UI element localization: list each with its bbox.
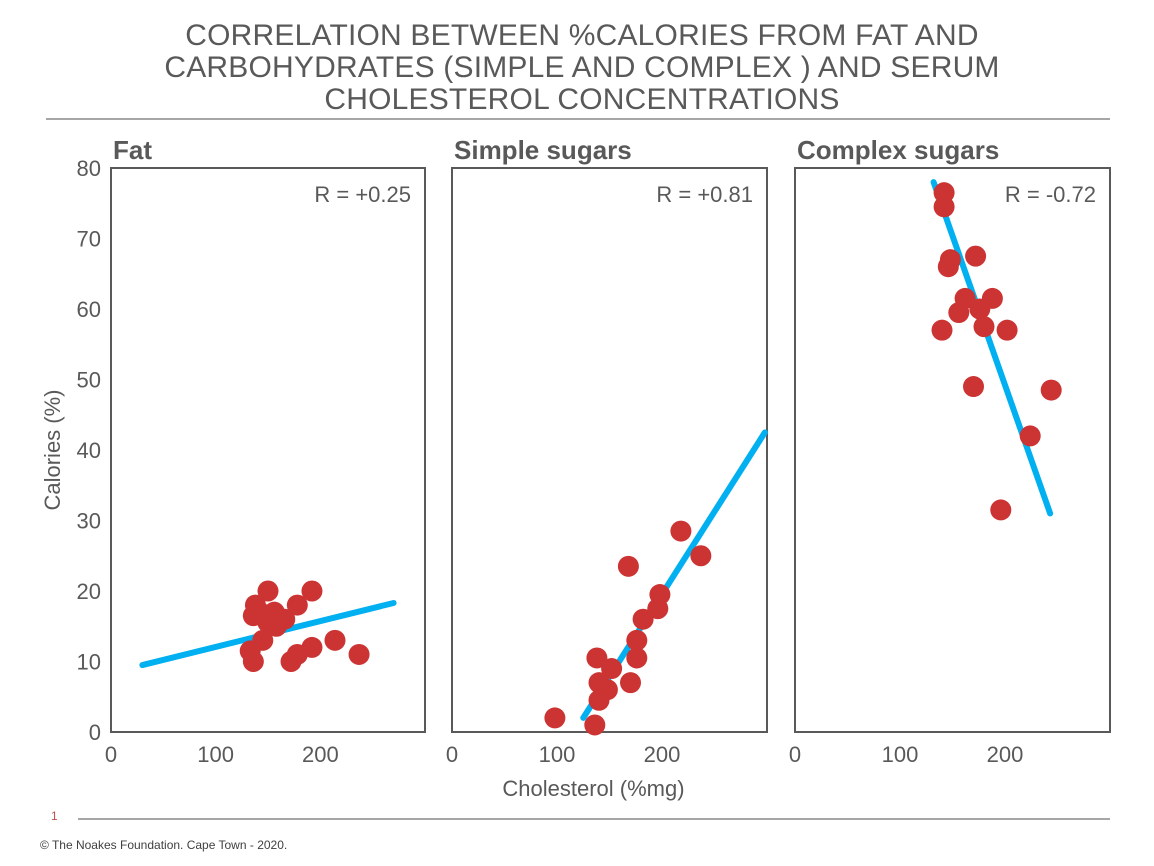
data-point: [954, 287, 976, 309]
data-point: [586, 647, 608, 669]
correlation-label: R = -0.72: [1005, 182, 1096, 207]
data-point: [996, 319, 1018, 341]
data-point: [965, 245, 987, 267]
data-point: [973, 316, 995, 338]
data-point: [1040, 379, 1062, 401]
y-tick-label: 30: [77, 509, 101, 534]
x-tick-label: 200: [644, 742, 681, 767]
x-tick-label: 0: [789, 742, 801, 767]
data-point: [242, 651, 264, 672]
data-point: [257, 580, 279, 602]
data-point: [348, 643, 370, 665]
x-axis-label: Cholesterol (%mg): [502, 776, 684, 801]
panel-title: Simple sugars: [454, 135, 632, 165]
correlation-label: R = +0.25: [314, 182, 411, 207]
panel-title: Complex sugars: [797, 135, 999, 165]
scatter-panel-2: Simple sugars R = +0.81 0 100 200 Cholesterol…: [446, 135, 768, 801]
data-point: [933, 196, 955, 218]
data-point: [649, 584, 671, 606]
title-divider: [46, 118, 1110, 120]
chart-title: CORRELATION BETWEEN %CALORIES FROM FAT A…: [164, 19, 1000, 116]
x-tick-label: 100: [539, 742, 576, 767]
x-tick-label: 200: [302, 742, 339, 767]
data-point: [301, 636, 323, 658]
data-point: [584, 714, 606, 736]
data-point: [286, 594, 308, 616]
y-tick-label: 40: [77, 438, 101, 463]
x-tick-label: 0: [446, 742, 458, 767]
panel-frame: [451, 167, 768, 733]
data-point: [626, 647, 648, 669]
data-point: [601, 658, 623, 680]
x-tick-label: 100: [882, 742, 919, 767]
y-tick-label: 20: [77, 579, 101, 604]
data-point: [274, 608, 296, 630]
y-tick-label: 50: [77, 368, 101, 393]
data-point: [324, 629, 346, 651]
data-point: [931, 319, 953, 341]
data-point: [596, 679, 618, 701]
data-point: [632, 608, 654, 630]
data-point: [1019, 425, 1041, 447]
y-axis-label: Calories (%): [40, 389, 65, 510]
y-tick-label: 80: [77, 156, 101, 181]
y-tick-label: 70: [77, 227, 101, 252]
footer-divider: [78, 818, 1110, 820]
data-point: [690, 545, 712, 567]
panel-frame: [110, 167, 426, 733]
scatter-panel-1: Fat R = +0.25 0 100 200 0 10 20 30 40 50 60 70 80 Calo…: [40, 135, 426, 767]
x-tick-label: 100: [197, 742, 234, 767]
data-point: [626, 629, 648, 651]
data-point: [544, 707, 566, 729]
data-point: [937, 256, 959, 278]
data-point: [981, 287, 1003, 309]
x-tick-label: 200: [987, 742, 1024, 767]
y-tick-label: 10: [77, 650, 101, 675]
slide-number: 1: [51, 809, 58, 823]
data-point: [620, 672, 641, 694]
x-tick-label: 0: [105, 742, 117, 767]
y-tick-label: 60: [77, 297, 101, 322]
y-tick-label: 0: [89, 720, 101, 745]
data-point: [990, 499, 1012, 521]
data-point: [963, 376, 984, 398]
footer-copyright: © The Noakes Foundation. Cape Town - 202…: [40, 838, 288, 852]
trend-line: [930, 179, 1054, 517]
data-point: [670, 520, 692, 542]
correlation-label: R = +0.81: [656, 182, 753, 207]
panel-title: Fat: [113, 135, 152, 165]
data-point: [617, 555, 639, 577]
data-point: [301, 580, 323, 602]
panel-frame: [794, 167, 1111, 733]
